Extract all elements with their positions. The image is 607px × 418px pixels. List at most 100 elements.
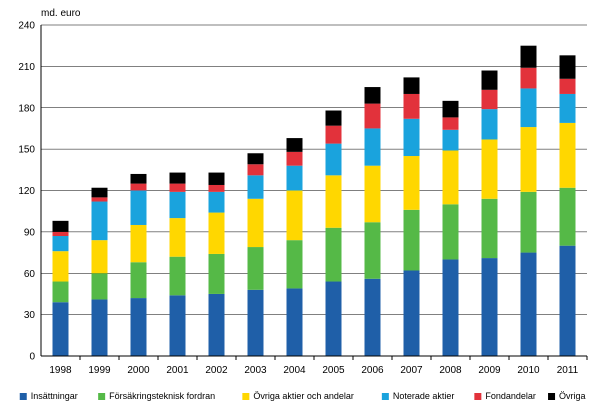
legend-swatch xyxy=(474,393,482,400)
bar-segment xyxy=(169,183,186,192)
bar-segment xyxy=(481,139,498,199)
x-tick-label: 2005 xyxy=(322,365,345,376)
x-tick-label: 2004 xyxy=(283,365,306,376)
bar-segment xyxy=(481,89,498,110)
bar-segment xyxy=(481,198,498,259)
bar-segment xyxy=(169,172,186,184)
bar-segment xyxy=(52,281,69,303)
bar-segment xyxy=(403,270,420,356)
legend-label: Insättningar xyxy=(31,391,78,401)
bar-segment xyxy=(208,293,225,356)
bar-segment xyxy=(520,88,537,128)
y-tick-label: 240 xyxy=(18,21,35,32)
bar-segment xyxy=(91,299,108,356)
bar-segment xyxy=(364,165,381,223)
bar-segment xyxy=(325,175,342,228)
bar-segment xyxy=(364,103,381,129)
bar-segment xyxy=(442,100,459,118)
bar-segment xyxy=(247,153,264,165)
bar-segment xyxy=(169,218,186,257)
legend-label: Övriga xyxy=(559,391,586,401)
bar-segment xyxy=(91,240,108,274)
bar-segment xyxy=(364,87,381,104)
bar-segment xyxy=(130,173,147,184)
bar-segment xyxy=(520,67,537,89)
bar-segment xyxy=(442,117,459,130)
x-tick-label: 1998 xyxy=(49,365,72,376)
bar-segment xyxy=(325,125,342,144)
legend-label: Övriga aktier och andelar xyxy=(253,391,354,401)
bar-segment xyxy=(520,45,537,68)
x-tick-label: 2009 xyxy=(478,365,501,376)
bar-segment xyxy=(286,138,303,152)
bar-segment xyxy=(286,240,303,289)
bar-segment xyxy=(208,184,225,192)
bar-segment xyxy=(169,295,186,356)
bar-segment xyxy=(169,191,186,219)
bar-segment xyxy=(208,212,225,254)
bar-segment xyxy=(325,110,342,126)
bar-segment xyxy=(364,222,381,279)
x-tick-label: 2003 xyxy=(244,365,267,376)
bar-segment xyxy=(91,187,108,198)
y-tick-label: 90 xyxy=(24,227,36,238)
bar-segment xyxy=(325,227,342,282)
bar-segment xyxy=(442,150,459,205)
bar-segment xyxy=(208,191,225,213)
bar-segment xyxy=(520,252,537,356)
bar-segment xyxy=(286,288,303,356)
bar-segment xyxy=(130,190,147,225)
y-tick-label: 60 xyxy=(24,269,36,280)
bar-segment xyxy=(403,209,420,271)
bar-segment xyxy=(559,122,576,188)
legend-swatch xyxy=(19,393,27,400)
bar-segment xyxy=(52,236,69,252)
bar-segment xyxy=(481,70,498,90)
bar-segment xyxy=(286,151,303,166)
x-tick-label: 2006 xyxy=(361,365,384,376)
legend-swatch xyxy=(242,393,250,400)
legend: Insättningar Försäkringsteknisk fordran Öv… xyxy=(19,391,586,401)
bar-segment xyxy=(364,278,381,356)
y-tick-label: 150 xyxy=(18,145,35,156)
legend-label: Noterade aktier xyxy=(393,391,455,401)
y-tick-label: 180 xyxy=(18,103,35,114)
bar-segment xyxy=(247,198,264,248)
bar-segment xyxy=(208,172,225,185)
y-tick-label: 210 xyxy=(18,62,35,73)
bar-segment xyxy=(91,197,108,202)
bar-segment xyxy=(403,93,420,119)
x-tick-label: 2000 xyxy=(127,365,150,376)
bar-segment xyxy=(442,129,459,151)
bar-segment xyxy=(520,191,537,253)
bar-segment xyxy=(91,273,108,300)
legend-label: Försäkringsteknisk fordran xyxy=(109,391,215,401)
legend-swatch xyxy=(381,393,389,400)
bar-segment xyxy=(559,55,576,79)
bar-segment xyxy=(208,253,225,294)
bar-segment xyxy=(481,258,498,356)
x-tick-label: 2001 xyxy=(166,365,189,376)
bar-segment xyxy=(52,302,69,356)
legend-swatch xyxy=(548,393,556,400)
bar-segment xyxy=(403,77,420,94)
bar-segment xyxy=(130,262,147,299)
bar-segment xyxy=(286,165,303,191)
x-tick-label: 1999 xyxy=(88,365,111,376)
y-tick-label: 120 xyxy=(18,186,35,197)
bar-segment xyxy=(169,256,186,296)
bar-segment xyxy=(130,183,147,191)
legend-label: Fondandelar xyxy=(485,391,536,401)
bar-segment xyxy=(52,220,69,232)
bar-segment xyxy=(52,251,69,282)
bar-segment xyxy=(559,187,576,246)
bar-segment xyxy=(247,289,264,356)
x-tick-label: 2010 xyxy=(517,365,540,376)
y-unit-label: md. euro xyxy=(41,8,81,19)
bar-segment xyxy=(403,118,420,157)
bar-segment xyxy=(403,156,420,210)
y-tick-label: 30 xyxy=(24,310,36,321)
bar-segment xyxy=(442,259,459,356)
axes: 0 30 60 90 120 150 180 210 240 1998 1999 2000 2001 20… xyxy=(18,21,588,376)
